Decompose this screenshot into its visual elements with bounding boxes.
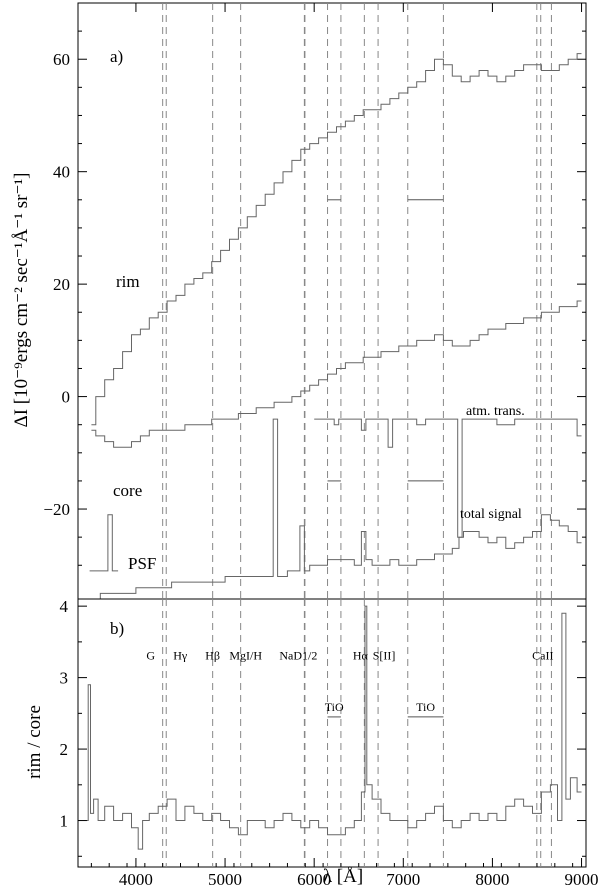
line-label: MgI/H xyxy=(229,649,262,663)
line-labels-b: G Hγ Hβ MgI/H NaD1/2 Hα S[II] CaII xyxy=(146,649,553,663)
panel-b-frame xyxy=(77,598,587,868)
series-psf xyxy=(89,514,119,572)
line-label: G xyxy=(146,649,155,663)
panel-a-ylabel: ΔI [10⁻⁹ergs cm⁻² sec⁻¹Å⁻¹ sr⁻¹] xyxy=(11,173,32,428)
panel-a-series xyxy=(89,53,582,600)
y-tick-label: 0 xyxy=(62,388,71,407)
y-tick-label: 2 xyxy=(60,740,69,759)
y-tick-label: 3 xyxy=(60,669,69,688)
series-total-signal xyxy=(91,418,582,600)
panel-a-label: a) xyxy=(110,47,123,66)
line-markers-b xyxy=(162,599,552,867)
total-signal-label: total signal xyxy=(460,507,522,522)
y-tick-label: 4 xyxy=(60,597,69,616)
x-axis-title: λ [Å] xyxy=(323,866,363,887)
y-tick-label: 20 xyxy=(53,275,70,294)
y-tick-label: −20 xyxy=(43,500,70,519)
core-label: core xyxy=(113,481,142,500)
panel-b: TiO TiO 1 2 3 4 4000 5000 6000 7000 8000 9000 G Hγ H… xyxy=(24,597,599,889)
line-label: Hβ xyxy=(205,649,220,663)
tio-bands-b: TiO TiO xyxy=(325,700,444,718)
series-atm-trans- xyxy=(314,418,582,538)
x-tick-label: 4000 xyxy=(119,870,153,889)
line-label: Hα xyxy=(353,649,369,663)
atm-trans-label: atm. trans. xyxy=(466,404,525,419)
panel-a: −20 0 20 40 60 a) rim core PSF atm. trans. t… xyxy=(11,2,587,600)
x-tick-label: 7000 xyxy=(386,870,420,889)
line-label: S[II] xyxy=(373,649,396,663)
tio-band-label: TiO xyxy=(325,700,344,714)
series-ratio xyxy=(86,605,582,850)
line-markers-a xyxy=(162,3,552,599)
y-tick-label: 1 xyxy=(60,812,69,831)
tio-band-label: TiO xyxy=(416,700,435,714)
panel-a-ticks: −20 0 20 40 60 xyxy=(43,3,586,566)
panel-b-ticks: 1 2 3 4 4000 5000 6000 7000 8000 9000 xyxy=(60,597,599,889)
x-tick-label: 6000 xyxy=(297,870,331,889)
y-tick-label: 60 xyxy=(53,50,70,69)
series-rim xyxy=(91,53,582,426)
x-tick-label: 8000 xyxy=(475,870,509,889)
line-label: CaII xyxy=(532,649,553,663)
y-tick-label: 40 xyxy=(53,163,70,182)
x-tick-label: 9000 xyxy=(565,870,599,889)
line-label: NaD1/2 xyxy=(279,649,317,663)
panel-b-ylabel: rim / core xyxy=(24,705,45,779)
series-core xyxy=(91,300,582,448)
panel-b-label: b) xyxy=(110,619,124,638)
tio-band-ticks-a xyxy=(327,199,444,482)
rim-label: rim xyxy=(116,272,140,291)
line-label: Hγ xyxy=(173,649,188,663)
psf-label: PSF xyxy=(128,554,156,573)
panel-b-series xyxy=(86,605,582,850)
x-tick-label: 5000 xyxy=(208,870,242,889)
